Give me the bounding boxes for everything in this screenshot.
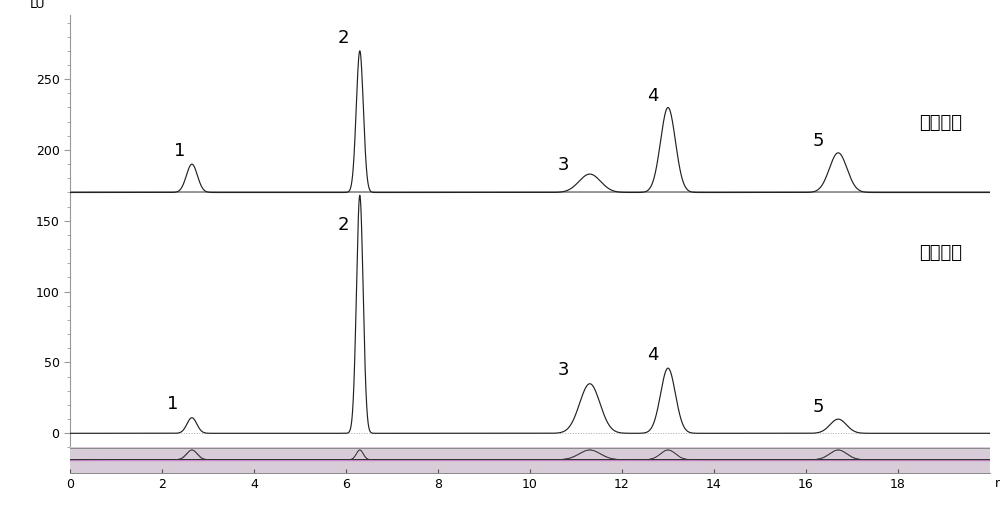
Text: 2: 2 [338, 29, 349, 47]
Text: 2: 2 [338, 215, 349, 233]
Text: 标准样品: 标准样品 [919, 115, 962, 133]
Text: 1: 1 [167, 395, 178, 413]
Text: 3: 3 [558, 361, 569, 379]
Text: mi: mi [995, 476, 1000, 490]
Y-axis label: LU: LU [30, 0, 46, 11]
Text: 3: 3 [558, 156, 569, 174]
Text: 1: 1 [174, 142, 185, 160]
Text: 4: 4 [647, 87, 659, 105]
Text: 5: 5 [813, 398, 824, 416]
Text: 4: 4 [647, 346, 659, 364]
Text: 5: 5 [813, 132, 824, 150]
Text: 实际样品: 实际样品 [919, 244, 962, 262]
